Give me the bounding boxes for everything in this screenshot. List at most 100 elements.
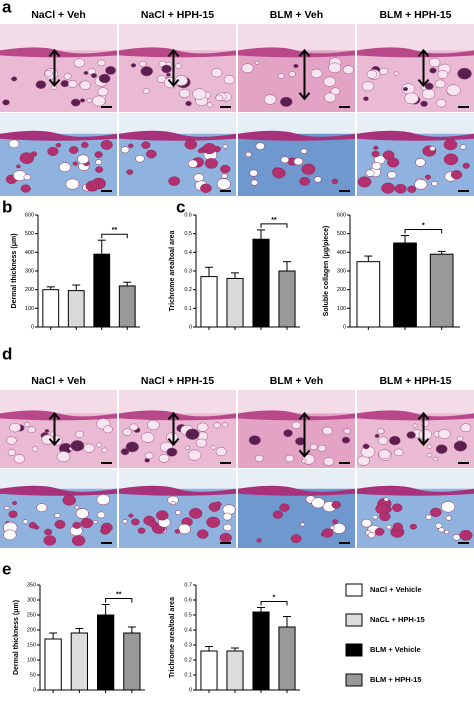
cell bbox=[20, 184, 31, 193]
cell bbox=[174, 75, 188, 86]
cell bbox=[75, 508, 89, 519]
cell bbox=[95, 159, 103, 165]
significance-bracket bbox=[404, 229, 443, 234]
cell bbox=[430, 507, 442, 517]
cell bbox=[97, 59, 106, 67]
arrow-head bbox=[48, 411, 61, 421]
cell bbox=[383, 497, 389, 502]
dermis bbox=[357, 413, 474, 468]
panel-label: b bbox=[2, 197, 12, 216]
cell bbox=[200, 183, 212, 193]
column-header: NaCl + HPH-15 bbox=[141, 9, 214, 21]
cell bbox=[86, 98, 93, 103]
cell bbox=[103, 425, 113, 434]
bar bbox=[96, 614, 115, 691]
bar bbox=[356, 261, 381, 328]
cell bbox=[60, 80, 70, 88]
cell bbox=[197, 148, 204, 154]
bar bbox=[67, 290, 85, 328]
cell bbox=[204, 158, 218, 169]
cell bbox=[221, 422, 228, 428]
cell bbox=[446, 84, 461, 96]
cell bbox=[406, 431, 416, 439]
cell bbox=[65, 178, 80, 190]
cell bbox=[402, 86, 408, 92]
significance-bracket bbox=[105, 598, 133, 603]
cell bbox=[216, 178, 231, 190]
cell bbox=[125, 441, 139, 453]
column-header: BLM + Veh bbox=[270, 375, 323, 387]
cell bbox=[77, 154, 90, 164]
arrow-head bbox=[298, 92, 311, 101]
y-tick-label: 0.2 bbox=[184, 657, 192, 663]
cell bbox=[148, 520, 158, 528]
cell bbox=[378, 449, 391, 460]
bar bbox=[70, 632, 89, 691]
cell bbox=[142, 88, 150, 94]
cell bbox=[301, 459, 307, 464]
cell bbox=[130, 63, 137, 68]
y-tick-label: 300 bbox=[27, 597, 36, 603]
cell bbox=[185, 428, 200, 440]
column-header: NaCl + HPH-15 bbox=[141, 375, 214, 387]
epidermis bbox=[0, 130, 117, 141]
cell bbox=[100, 140, 113, 150]
cell bbox=[7, 449, 16, 456]
cell bbox=[129, 423, 139, 431]
y-tick-label: 0 bbox=[343, 324, 346, 330]
cell bbox=[438, 429, 451, 440]
epidermis bbox=[0, 47, 117, 58]
cell bbox=[421, 88, 436, 100]
cell bbox=[223, 523, 233, 532]
cell bbox=[332, 519, 339, 525]
legend-swatch bbox=[345, 673, 363, 687]
cell bbox=[211, 68, 223, 78]
cell bbox=[158, 454, 170, 463]
cell bbox=[341, 436, 351, 444]
cell bbox=[144, 452, 154, 460]
arrow-head bbox=[48, 48, 61, 58]
cell bbox=[371, 150, 380, 158]
cell bbox=[254, 60, 260, 65]
histology-image bbox=[0, 113, 117, 196]
y-tick-label: 150 bbox=[27, 642, 36, 648]
cell bbox=[300, 148, 308, 154]
cell bbox=[394, 448, 404, 457]
epidermis bbox=[119, 130, 236, 141]
y-axis-label: Soluble collagen (μg/piece) bbox=[323, 226, 330, 317]
cell bbox=[248, 435, 261, 446]
epidermis bbox=[238, 485, 355, 496]
y-tick-label: 400 bbox=[25, 250, 34, 256]
y-tick-label: 0 bbox=[189, 687, 192, 693]
arrow-head bbox=[167, 437, 180, 447]
cell bbox=[394, 183, 407, 194]
cell bbox=[362, 443, 370, 450]
bar bbox=[226, 650, 244, 691]
y-tick-label: 0 bbox=[31, 324, 34, 330]
cell bbox=[220, 164, 231, 174]
cell bbox=[393, 71, 399, 76]
cell bbox=[330, 87, 341, 96]
y-tick-label: 200 bbox=[337, 287, 346, 293]
cell bbox=[55, 142, 62, 148]
cell bbox=[105, 66, 117, 75]
cell bbox=[425, 514, 432, 520]
bar bbox=[278, 270, 296, 328]
cell bbox=[322, 426, 333, 436]
arrow-head bbox=[417, 437, 430, 447]
cell bbox=[93, 520, 98, 524]
histology-image bbox=[238, 113, 355, 196]
cell bbox=[175, 63, 182, 69]
cell bbox=[283, 429, 293, 438]
cell bbox=[459, 144, 467, 150]
y-tick-label: 0.5 bbox=[184, 231, 192, 237]
cell bbox=[206, 516, 221, 528]
cell bbox=[215, 94, 224, 102]
cell bbox=[63, 73, 72, 80]
cell bbox=[4, 506, 10, 511]
cell bbox=[379, 67, 389, 76]
cell bbox=[436, 99, 447, 108]
cell bbox=[96, 494, 111, 506]
cell bbox=[434, 79, 446, 89]
y-tick-label: 500 bbox=[25, 231, 34, 237]
